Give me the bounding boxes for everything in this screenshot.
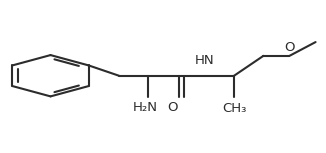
Text: O: O [167, 101, 177, 114]
Text: HN: HN [195, 54, 215, 67]
Text: H₂N: H₂N [133, 101, 157, 114]
Text: O: O [284, 41, 295, 54]
Text: CH₃: CH₃ [222, 102, 246, 115]
